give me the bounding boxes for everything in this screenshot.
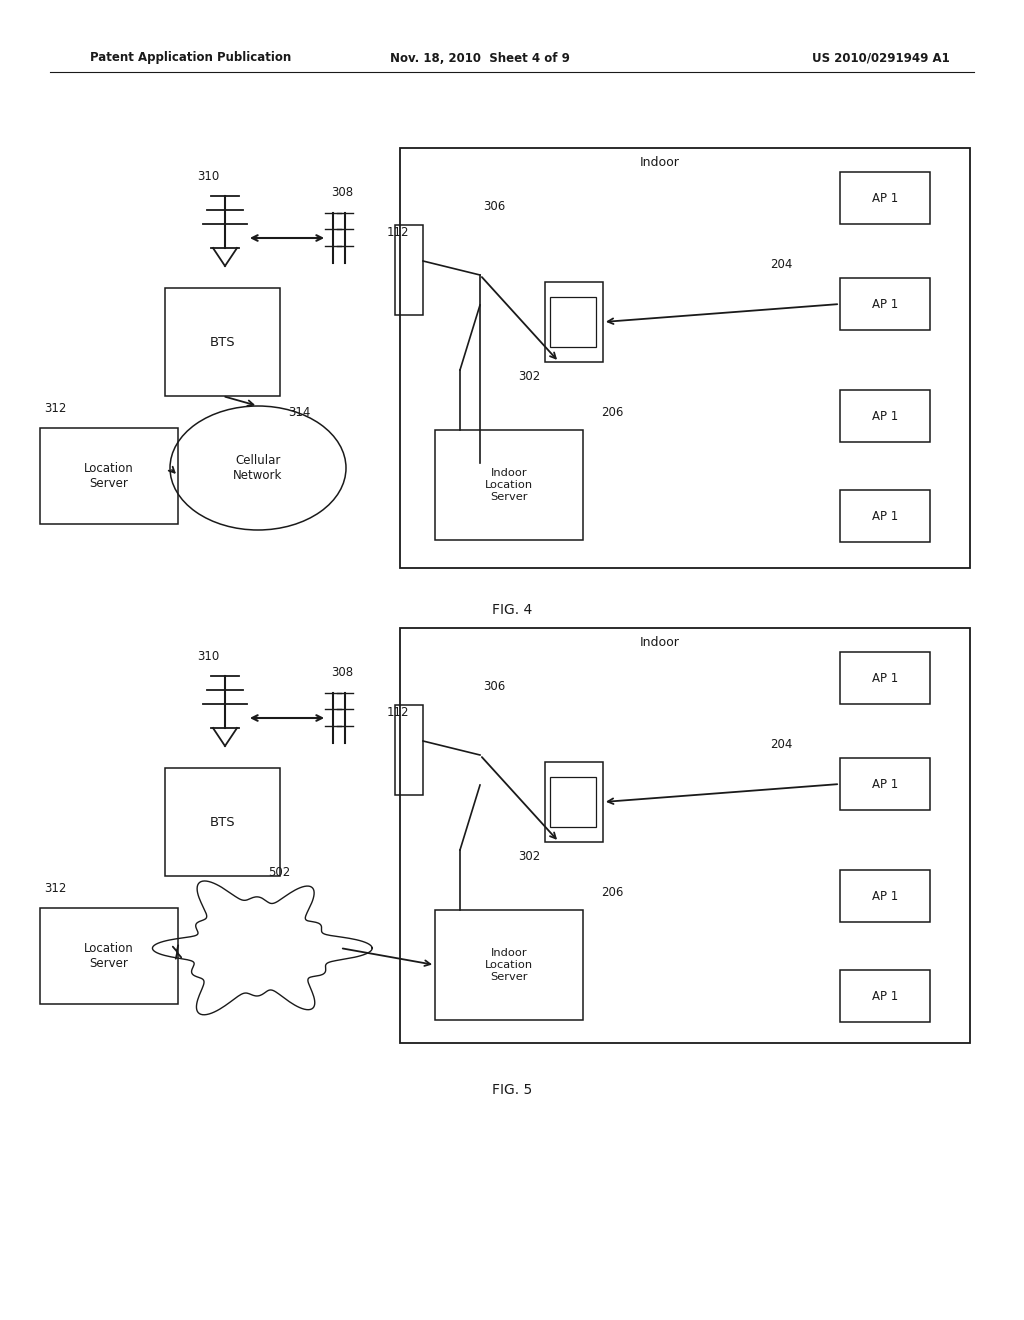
Text: BTS: BTS <box>210 335 236 348</box>
Text: 310: 310 <box>197 649 219 663</box>
Bar <box>165 288 280 396</box>
Bar <box>435 430 583 540</box>
Text: 206: 206 <box>601 405 624 418</box>
Bar <box>545 762 603 842</box>
Text: 302: 302 <box>518 370 540 383</box>
Text: AP 1: AP 1 <box>871 890 898 903</box>
Text: 302: 302 <box>518 850 540 862</box>
Text: AP 1: AP 1 <box>871 297 898 310</box>
Bar <box>840 870 930 921</box>
Text: Indoor: Indoor <box>640 157 680 169</box>
Text: FIG. 4: FIG. 4 <box>492 603 532 616</box>
Text: AP 1: AP 1 <box>871 510 898 523</box>
Bar <box>400 628 970 1043</box>
Bar <box>840 490 930 543</box>
Bar <box>550 777 596 828</box>
Text: BTS: BTS <box>210 816 236 829</box>
Text: Cellular
Network: Cellular Network <box>233 454 283 482</box>
Bar <box>40 908 178 1005</box>
Text: AP 1: AP 1 <box>871 990 898 1002</box>
Text: 310: 310 <box>197 169 219 182</box>
Bar <box>840 652 930 704</box>
Bar <box>840 279 930 330</box>
Bar <box>840 172 930 224</box>
Bar <box>840 970 930 1022</box>
Text: 306: 306 <box>483 681 505 693</box>
Bar <box>40 428 178 524</box>
Bar <box>165 768 280 876</box>
Bar <box>840 389 930 442</box>
Text: 204: 204 <box>770 257 793 271</box>
Bar <box>395 705 423 795</box>
Text: AP 1: AP 1 <box>871 409 898 422</box>
Text: Nov. 18, 2010  Sheet 4 of 9: Nov. 18, 2010 Sheet 4 of 9 <box>390 51 570 65</box>
Text: 204: 204 <box>770 738 793 751</box>
Text: Location
Server: Location Server <box>84 462 134 490</box>
Text: 112: 112 <box>387 227 410 239</box>
Text: Indoor
Location
Server: Indoor Location Server <box>485 469 534 502</box>
Text: AP 1: AP 1 <box>871 777 898 791</box>
Text: AP 1: AP 1 <box>871 672 898 685</box>
Text: Indoor
Location
Server: Indoor Location Server <box>485 948 534 982</box>
Text: 306: 306 <box>483 201 505 214</box>
Text: 314: 314 <box>288 405 310 418</box>
Bar <box>400 148 970 568</box>
Text: 206: 206 <box>601 886 624 899</box>
Text: Location
Server: Location Server <box>84 942 134 970</box>
Text: 112: 112 <box>387 706 410 719</box>
Text: 308: 308 <box>331 186 353 199</box>
Text: 502: 502 <box>268 866 290 879</box>
Text: Patent Application Publication: Patent Application Publication <box>90 51 291 65</box>
Text: US 2010/0291949 A1: US 2010/0291949 A1 <box>812 51 950 65</box>
Text: 312: 312 <box>44 401 67 414</box>
Bar <box>545 282 603 362</box>
Text: FIG. 5: FIG. 5 <box>492 1082 532 1097</box>
Bar <box>435 909 583 1020</box>
Text: 308: 308 <box>331 667 353 680</box>
Bar <box>550 297 596 347</box>
Text: Indoor: Indoor <box>640 636 680 649</box>
Bar <box>840 758 930 810</box>
Text: 312: 312 <box>44 882 67 895</box>
Text: AP 1: AP 1 <box>871 191 898 205</box>
Bar <box>395 224 423 315</box>
